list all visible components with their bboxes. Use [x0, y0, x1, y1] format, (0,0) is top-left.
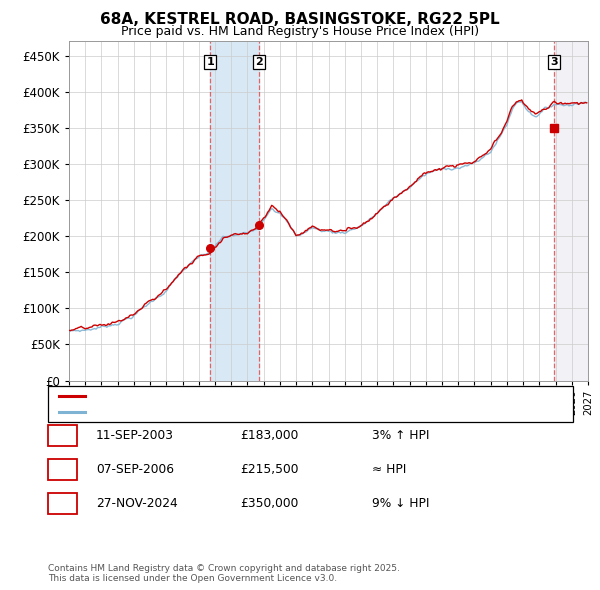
Text: 68A, KESTREL ROAD, BASINGSTOKE, RG22 5PL (semi-detached house): 68A, KESTREL ROAD, BASINGSTOKE, RG22 5PL… [91, 391, 477, 401]
Text: ≈ HPI: ≈ HPI [372, 463, 406, 476]
Bar [210, 41, 259, 381]
Bar [554, 41, 588, 381]
Text: £215,500: £215,500 [240, 463, 299, 476]
Text: £183,000: £183,000 [240, 429, 298, 442]
Text: 3: 3 [58, 497, 67, 510]
Text: 3: 3 [550, 57, 558, 67]
Text: 27-NOV-2024: 27-NOV-2024 [96, 497, 178, 510]
Text: 1: 1 [206, 57, 214, 67]
Text: Price paid vs. HM Land Registry's House Price Index (HPI): Price paid vs. HM Land Registry's House … [121, 25, 479, 38]
Text: 2: 2 [58, 463, 67, 476]
Text: 11-SEP-2003: 11-SEP-2003 [96, 429, 174, 442]
Text: 68A, KESTREL ROAD, BASINGSTOKE, RG22 5PL: 68A, KESTREL ROAD, BASINGSTOKE, RG22 5PL [100, 12, 500, 27]
Text: 1: 1 [58, 429, 67, 442]
Text: 3% ↑ HPI: 3% ↑ HPI [372, 429, 430, 442]
Text: HPI: Average price, semi-detached house, Basingstoke and Deane: HPI: Average price, semi-detached house,… [91, 407, 452, 417]
Text: 07-SEP-2006: 07-SEP-2006 [96, 463, 174, 476]
Text: 2: 2 [255, 57, 263, 67]
Text: Contains HM Land Registry data © Crown copyright and database right 2025.
This d: Contains HM Land Registry data © Crown c… [48, 563, 400, 583]
Text: £350,000: £350,000 [240, 497, 298, 510]
Text: 9% ↓ HPI: 9% ↓ HPI [372, 497, 430, 510]
